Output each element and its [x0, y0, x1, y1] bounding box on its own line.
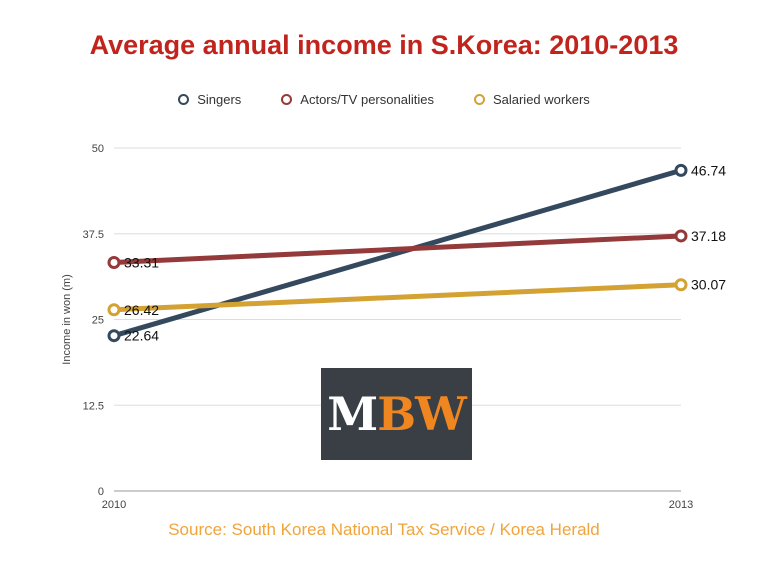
- data-label-2-1: 30.07: [691, 277, 726, 293]
- data-point-2-0: [107, 303, 121, 317]
- legend-marker-actors: [281, 94, 293, 105]
- data-label-0-1: 46.74: [691, 162, 726, 178]
- data-label-2-0: 26.42: [124, 302, 159, 318]
- series-line-2: [111, 282, 684, 313]
- legend-item-singers: Singers: [178, 92, 241, 107]
- chart-legend: Singers Actors/TV personalities Salaried…: [0, 92, 768, 107]
- logo-text-bw: BW: [377, 387, 467, 441]
- legend-marker-salaried: [473, 94, 485, 105]
- legend-item-salaried: Salaried workers: [473, 92, 590, 107]
- data-label-1-0: 33.31: [124, 254, 159, 270]
- y-tick-label-3: 37.5: [83, 229, 104, 241]
- legend-label-singers: Singers: [197, 92, 242, 107]
- legend-label-salaried: Salaried workers: [492, 92, 590, 107]
- data-point-1-1: [674, 229, 688, 243]
- y-axis-label: Income in won (m): [61, 274, 73, 364]
- y-tick-label-2: 25: [92, 315, 104, 327]
- data-point-0-0: [107, 329, 121, 343]
- legend-item-actors: Actors/TV personalities: [281, 92, 434, 107]
- mbw-logo: M BW: [321, 368, 472, 460]
- series-line-0: [111, 167, 684, 339]
- data-point-2-1: [674, 278, 688, 292]
- source-note: Source: South Korea National Tax Service…: [168, 520, 600, 539]
- x-tick-label-0: 2010: [102, 499, 126, 511]
- y-tick-label-4: 50: [92, 143, 104, 155]
- x-tick-label-1: 2013: [669, 499, 693, 511]
- series-line-1: [111, 233, 684, 265]
- data-point-0-1: [674, 163, 688, 177]
- data-label-1-1: 37.18: [691, 228, 726, 244]
- logo-text-m: M: [327, 387, 378, 441]
- y-tick-label-0: 0: [98, 486, 104, 498]
- y-tick-label-1: 12.5: [83, 400, 104, 412]
- data-point-1-0: [107, 255, 121, 269]
- data-label-0-0: 22.64: [124, 328, 159, 344]
- legend-marker-singers: [178, 94, 190, 105]
- legend-label-actors: Actors/TV personalities: [300, 92, 434, 107]
- chart-title: Average annual income in S.Korea: 2010-2…: [89, 30, 679, 60]
